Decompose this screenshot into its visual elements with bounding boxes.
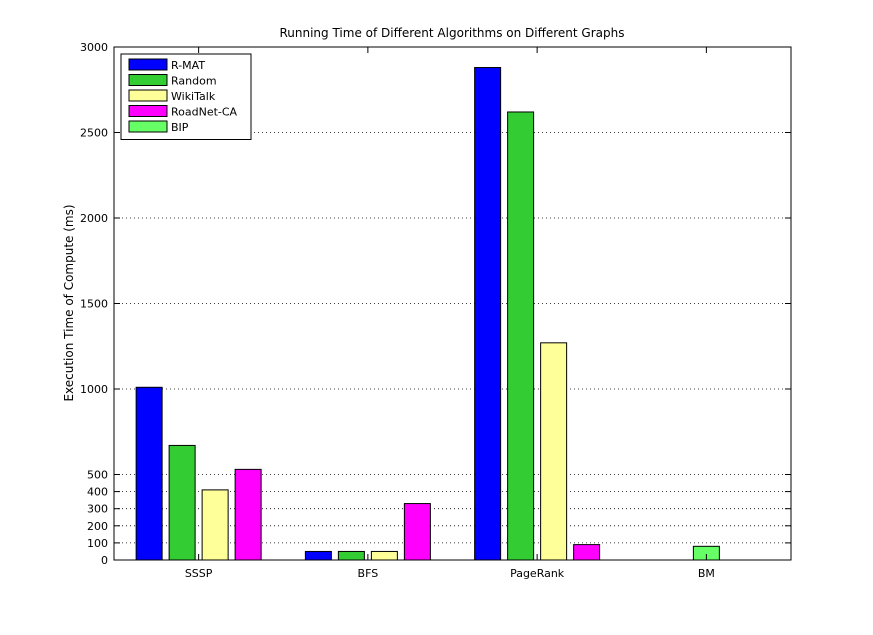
bar-wikitalk-bfs [370, 550, 398, 561]
bar-r-mat-sssp [135, 386, 163, 561]
bar-r-mat-bfs [304, 550, 332, 561]
y-tick-label: 0 [101, 554, 108, 567]
bar-roadnet-ca-sssp [234, 468, 262, 561]
bar-wikitalk-sssp [201, 489, 229, 561]
x-tick-label: BM [698, 567, 715, 580]
y-axis: 0 100 200 300 400 500 1000 1500 2000 2500 3000 [80, 41, 791, 567]
x-tick-label: BFS [358, 567, 379, 580]
y-tick-label: 100 [87, 537, 108, 550]
bar-random-pagerank [507, 111, 535, 561]
legend-label: R-MAT [171, 59, 205, 72]
bar-random-sssp [168, 444, 196, 561]
bar-roadnet-ca-bfs [403, 503, 431, 561]
y-tick-label: 2500 [80, 127, 108, 140]
bar-r-mat-pagerank [474, 67, 502, 561]
x-tick-label: PageRank [510, 567, 565, 580]
legend-swatch [128, 105, 168, 117]
y-tick-label: 3000 [80, 41, 108, 54]
legend-swatch [128, 74, 168, 86]
legend-label: WikiTalk [171, 90, 216, 103]
legend-label: Random [171, 75, 217, 88]
legend-swatch [128, 120, 168, 133]
chart-title: Running Time of Different Algorithms on … [279, 26, 624, 40]
y-tick-label: 1500 [80, 298, 108, 311]
legend: R-MAT Random WikiTalk RoadNet-CA BIP [120, 53, 252, 140]
legend-swatch [128, 89, 168, 102]
y-tick-label: 500 [87, 469, 108, 482]
bar-random-bfs [337, 550, 365, 561]
x-axis: SSSP BFS PageRank BM [185, 47, 715, 580]
y-tick-label: 400 [87, 486, 108, 499]
legend-label: BIP [171, 121, 189, 134]
y-axis-label: Execution Time of Compute (ms) [62, 204, 76, 401]
y-tick-label: 1000 [80, 383, 108, 396]
legend-label: RoadNet-CA [171, 106, 238, 119]
bar-roadnet-ca-pagerank [573, 544, 601, 561]
legend-swatch [128, 58, 168, 71]
y-tick-label: 2000 [80, 212, 108, 225]
y-tick-label: 200 [87, 520, 108, 533]
x-tick-label: SSSP [185, 567, 213, 580]
bars-layer [135, 67, 720, 561]
bar-wikitalk-pagerank [540, 342, 568, 561]
y-tick-label: 300 [87, 503, 108, 516]
